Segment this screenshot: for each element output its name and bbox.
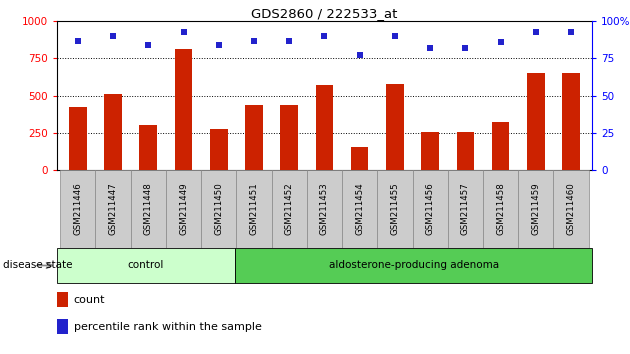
- Text: GSM211452: GSM211452: [285, 182, 294, 235]
- Bar: [386, 84, 404, 170]
- Bar: [130, 170, 166, 248]
- Bar: [377, 170, 413, 248]
- Text: GSM211456: GSM211456: [426, 182, 435, 235]
- Text: control: control: [128, 261, 164, 270]
- Point: [496, 39, 506, 45]
- Bar: [518, 170, 553, 248]
- Point: [461, 45, 471, 51]
- Text: GSM211457: GSM211457: [461, 182, 470, 235]
- Bar: [57, 319, 69, 334]
- Text: GSM211447: GSM211447: [108, 182, 118, 235]
- Text: GSM211453: GSM211453: [320, 182, 329, 235]
- Bar: [483, 170, 518, 248]
- Title: GDS2860 / 222533_at: GDS2860 / 222533_at: [251, 7, 398, 20]
- Bar: [307, 170, 342, 248]
- Bar: [166, 170, 201, 248]
- Bar: [69, 108, 87, 170]
- Bar: [553, 170, 588, 248]
- Bar: [96, 170, 130, 248]
- Bar: [492, 122, 510, 170]
- Bar: [245, 104, 263, 170]
- Point: [355, 53, 365, 58]
- Text: GSM211458: GSM211458: [496, 182, 505, 235]
- Bar: [421, 132, 439, 170]
- Text: GSM211460: GSM211460: [566, 182, 576, 235]
- Point: [178, 29, 188, 34]
- Text: GSM211450: GSM211450: [214, 182, 223, 235]
- Bar: [57, 292, 69, 307]
- Bar: [272, 170, 307, 248]
- Text: GSM211448: GSM211448: [144, 182, 153, 235]
- Point: [214, 42, 224, 48]
- Text: GSM211455: GSM211455: [391, 182, 399, 235]
- Bar: [527, 73, 545, 170]
- Bar: [210, 129, 227, 170]
- Point: [531, 29, 541, 34]
- Bar: [104, 94, 122, 170]
- Bar: [201, 170, 236, 248]
- Point: [284, 38, 294, 44]
- Text: GSM211449: GSM211449: [179, 183, 188, 235]
- Text: GSM211451: GSM211451: [249, 182, 258, 235]
- Bar: [562, 73, 580, 170]
- Bar: [175, 50, 192, 170]
- Bar: [457, 132, 474, 170]
- Text: GSM211446: GSM211446: [73, 182, 83, 235]
- Bar: [57, 248, 235, 283]
- Bar: [413, 170, 448, 248]
- Text: GSM211459: GSM211459: [531, 183, 541, 235]
- Text: count: count: [74, 295, 105, 305]
- Bar: [316, 85, 333, 170]
- Point: [425, 45, 435, 51]
- Bar: [342, 170, 377, 248]
- Point: [249, 38, 259, 44]
- Bar: [280, 105, 298, 170]
- Point: [390, 33, 400, 39]
- Bar: [60, 170, 96, 248]
- Bar: [351, 147, 369, 170]
- Text: aldosterone-producing adenoma: aldosterone-producing adenoma: [329, 261, 499, 270]
- Point: [73, 38, 83, 44]
- Text: percentile rank within the sample: percentile rank within the sample: [74, 322, 261, 332]
- Bar: [236, 170, 272, 248]
- Text: GSM211454: GSM211454: [355, 182, 364, 235]
- Point: [319, 33, 329, 39]
- Bar: [448, 170, 483, 248]
- Bar: [235, 248, 592, 283]
- Point: [566, 29, 576, 34]
- Text: disease state: disease state: [3, 261, 72, 270]
- Bar: [139, 125, 157, 170]
- Point: [143, 42, 153, 48]
- Point: [108, 33, 118, 39]
